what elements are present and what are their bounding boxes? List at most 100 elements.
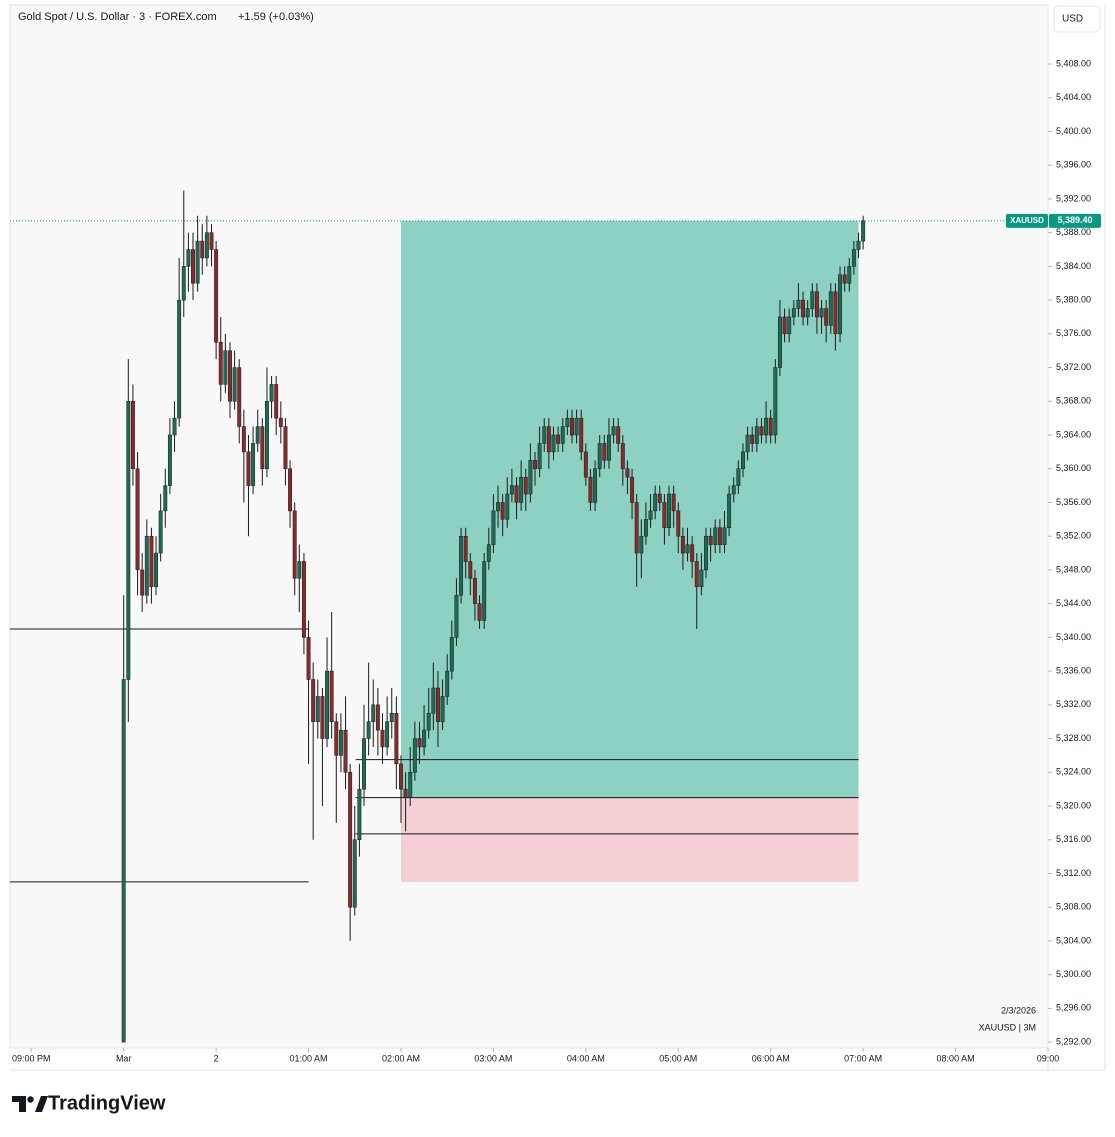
candle-body bbox=[357, 788, 362, 840]
candle-body bbox=[412, 738, 417, 773]
chart-title: Gold Spot / U.S. Dollar · 3 · FOREX.com bbox=[18, 11, 217, 23]
candle-body bbox=[851, 249, 856, 267]
candle-body bbox=[325, 670, 329, 739]
y-tick-label: 5,332.00 bbox=[1056, 699, 1091, 709]
price-badge-label: 5,389.40 bbox=[1057, 215, 1092, 225]
candle-body bbox=[167, 434, 172, 486]
candle-body bbox=[449, 637, 454, 672]
x-tick-label: 01:00 AM bbox=[290, 1053, 328, 1063]
candle-body bbox=[833, 291, 838, 335]
candle-body bbox=[593, 468, 598, 503]
candle-body bbox=[306, 637, 311, 680]
candle-body bbox=[796, 299, 801, 309]
candle-body bbox=[653, 493, 658, 512]
candle-body bbox=[662, 502, 667, 529]
candle-body bbox=[200, 240, 205, 259]
y-tick-label: 5,372.00 bbox=[1056, 362, 1091, 372]
candle-body bbox=[810, 291, 815, 309]
candle-body bbox=[574, 417, 579, 436]
candle-body bbox=[509, 485, 514, 495]
candle-body bbox=[750, 434, 755, 444]
x-tick-label: 09:00 PM bbox=[12, 1053, 51, 1063]
price-badge bbox=[1049, 213, 1101, 228]
candle-body bbox=[371, 704, 376, 722]
candle-body bbox=[625, 468, 630, 478]
y-tick-label: 5,404.00 bbox=[1056, 92, 1091, 102]
candle-body bbox=[482, 561, 487, 621]
symbol-label: XAUUSD | 3M bbox=[979, 1022, 1036, 1032]
candle-body bbox=[246, 451, 251, 486]
candle-body bbox=[588, 476, 593, 503]
candle-body bbox=[255, 426, 260, 444]
candle-body bbox=[805, 308, 810, 318]
candle-body bbox=[135, 468, 140, 571]
candle-body bbox=[463, 535, 468, 562]
x-tick-label: 09:00 bbox=[1037, 1053, 1060, 1063]
candle-body bbox=[408, 772, 413, 798]
currency-label[interactable]: USD bbox=[1062, 14, 1083, 25]
y-tick-label: 5,316.00 bbox=[1056, 834, 1091, 844]
candle-body bbox=[759, 426, 764, 436]
candle-body bbox=[218, 342, 223, 385]
candle-body bbox=[699, 569, 704, 588]
y-tick-label: 5,320.00 bbox=[1056, 800, 1091, 810]
x-tick-label: 02:00 AM bbox=[382, 1053, 420, 1063]
currency-button[interactable] bbox=[1053, 5, 1101, 33]
candle-body bbox=[847, 266, 852, 284]
symbol-badge bbox=[1006, 213, 1048, 228]
candle-body bbox=[583, 451, 588, 478]
candle-body bbox=[274, 384, 279, 419]
candle-body bbox=[186, 249, 191, 267]
candle-body bbox=[736, 468, 741, 486]
candle-body bbox=[265, 401, 269, 469]
candle-body bbox=[620, 443, 625, 469]
candle-body bbox=[676, 510, 681, 537]
y-tick-label: 5,324.00 bbox=[1056, 767, 1091, 777]
candle-body bbox=[694, 561, 699, 588]
candle-body bbox=[288, 468, 293, 512]
y-tick-label: 5,400.00 bbox=[1056, 126, 1091, 136]
candle-body bbox=[579, 417, 584, 453]
candle-body bbox=[144, 535, 149, 596]
y-tick-label: 5,312.00 bbox=[1056, 868, 1091, 878]
candle-body bbox=[362, 738, 366, 790]
y-tick-label: 5,308.00 bbox=[1056, 902, 1091, 912]
candle-body bbox=[764, 417, 769, 436]
y-tick-label: 5,296.00 bbox=[1056, 1003, 1091, 1013]
candle-body bbox=[283, 426, 288, 469]
candle-body bbox=[727, 493, 732, 529]
candle-body bbox=[191, 249, 195, 284]
candle-body bbox=[528, 460, 533, 495]
candle-body bbox=[195, 240, 200, 284]
candle-body bbox=[861, 220, 866, 242]
brand-name: TradingView bbox=[48, 1092, 166, 1114]
stop-zone bbox=[400, 797, 859, 882]
candle-body bbox=[251, 443, 256, 486]
candle-body bbox=[801, 299, 806, 318]
candle-body bbox=[708, 535, 713, 545]
candle-body bbox=[121, 679, 126, 1043]
symbol-badge-label: XAUUSD bbox=[1010, 216, 1044, 225]
candle-body bbox=[389, 713, 394, 722]
candle-body bbox=[828, 291, 833, 326]
y-tick-label: 5,376.00 bbox=[1056, 328, 1091, 338]
candle-body bbox=[209, 232, 214, 250]
candle-body bbox=[292, 510, 297, 579]
candle-body bbox=[329, 670, 334, 722]
candle-body bbox=[565, 417, 570, 427]
x-tick-label: 04:00 AM bbox=[567, 1053, 605, 1063]
candle-body bbox=[824, 308, 829, 326]
candle-body bbox=[486, 544, 491, 562]
candle-body bbox=[671, 493, 676, 512]
candle-body bbox=[343, 729, 348, 773]
candle-body bbox=[523, 476, 528, 495]
candle-body bbox=[352, 839, 357, 908]
candle-body bbox=[496, 502, 500, 512]
candle-body bbox=[315, 696, 320, 722]
y-tick-label: 5,348.00 bbox=[1056, 564, 1091, 574]
x-tick-label: 06:00 AM bbox=[752, 1053, 790, 1063]
candle-body bbox=[630, 476, 635, 503]
candle-body bbox=[149, 535, 154, 588]
candle-body bbox=[611, 426, 616, 436]
y-tick-label: 5,344.00 bbox=[1056, 598, 1091, 608]
